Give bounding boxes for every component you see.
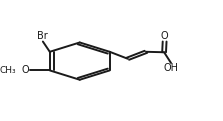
- Text: O: O: [22, 65, 30, 75]
- Text: O: O: [161, 31, 168, 41]
- Text: CH₃: CH₃: [0, 66, 17, 75]
- Text: Br: Br: [37, 31, 47, 41]
- Text: OH: OH: [164, 63, 179, 73]
